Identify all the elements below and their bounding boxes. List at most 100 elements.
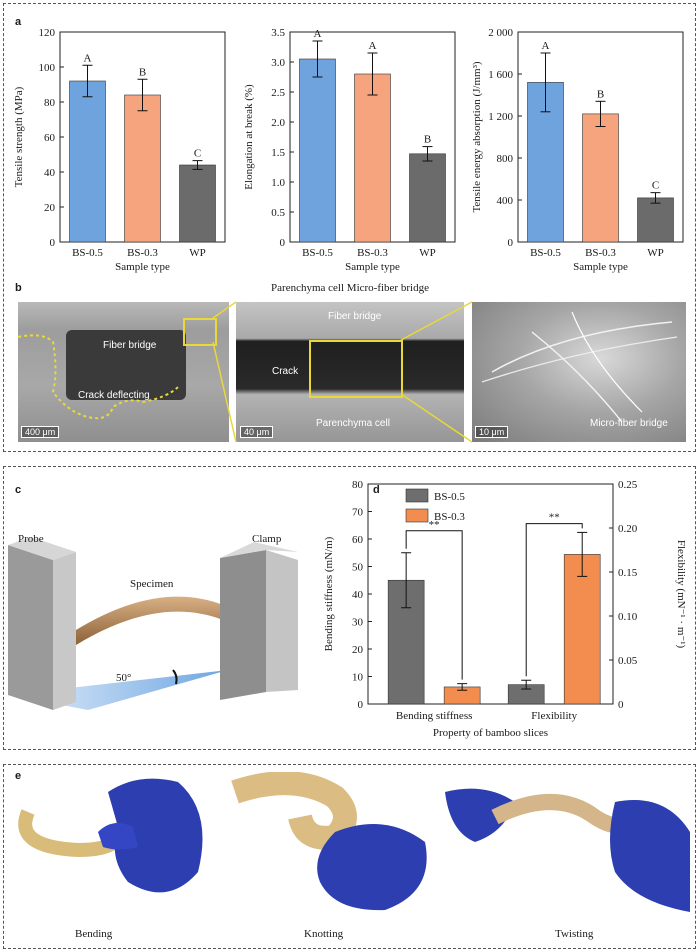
caption-twisting: Twisting bbox=[555, 928, 594, 940]
y-tick-label: 1.5 bbox=[271, 147, 285, 159]
bar-BS-0.3 bbox=[124, 94, 161, 243]
significance-letter: B bbox=[597, 88, 604, 100]
y-tick-label: 400 bbox=[497, 195, 514, 207]
x-tick-label: WP bbox=[419, 247, 436, 259]
y-tick-label: 1 600 bbox=[488, 69, 513, 81]
y-tick-label-left: 0 bbox=[358, 699, 364, 711]
significance-letter: A bbox=[314, 28, 322, 40]
x-tick-label: BS-0.5 bbox=[530, 247, 561, 259]
y-axis-label-left: Bending stiffness (mN/m) bbox=[323, 536, 335, 651]
x-tick-label: BS-0.5 bbox=[72, 247, 103, 259]
bar-WP bbox=[637, 197, 674, 243]
panel-cd-frame bbox=[3, 466, 696, 750]
significance-letter: A bbox=[542, 40, 550, 52]
y-tick-label: 800 bbox=[497, 153, 514, 165]
y-tick-label: 2.5 bbox=[271, 87, 285, 99]
label-fiber-bridge-1: Fiber bridge bbox=[103, 340, 157, 351]
legend-label: BS-0.5 bbox=[434, 491, 465, 503]
y-tick-label: 2.0 bbox=[271, 117, 285, 129]
x-tick-label: BS-0.3 bbox=[127, 247, 158, 259]
y-tick-label: 0 bbox=[508, 237, 514, 249]
y-tick-label-left: 10 bbox=[352, 672, 364, 684]
significance-letter: C bbox=[194, 148, 201, 160]
bar-WP bbox=[179, 164, 216, 243]
y-tick-label: 2 000 bbox=[488, 27, 513, 39]
caption-knotting: Knotting bbox=[304, 928, 344, 940]
bar-BS-0.5 bbox=[299, 58, 336, 243]
y-axis-label: Tensile strength (MPa) bbox=[13, 86, 25, 187]
scale-bar-3: 10 μm bbox=[475, 426, 509, 438]
y-axis-label-right: Flexibility (mN⁻¹ · m⁻¹) bbox=[675, 540, 687, 649]
zoom-box-2 bbox=[309, 340, 403, 398]
x-tick-label: Flexibility bbox=[531, 710, 577, 722]
y-axis-label: Elongation at break (%) bbox=[243, 84, 255, 190]
y-tick-label-right: 0.25 bbox=[618, 479, 638, 491]
y-tick-label: 0.5 bbox=[271, 207, 285, 219]
x-axis-label: Sample type bbox=[573, 261, 628, 273]
y-tick-label: 80 bbox=[44, 97, 56, 109]
x-axis-label: Property of bamboo slices bbox=[433, 727, 548, 739]
chart-tensile-strength: 0 20 40 60 80 100 120 A BS-0.5 B BS-0.3 C WP Sample t… bbox=[13, 27, 226, 273]
x-tick-label: Bending stiffness bbox=[396, 710, 473, 722]
legend-swatch bbox=[405, 488, 429, 503]
significance-bracket bbox=[405, 530, 463, 680]
x-tick-label: WP bbox=[189, 247, 206, 259]
y-tick-label-left: 20 bbox=[352, 644, 364, 656]
bar-BS-0.3 bbox=[354, 73, 391, 243]
clamp-block bbox=[220, 550, 266, 700]
label-angle: 50° bbox=[116, 672, 132, 684]
y-tick-label-right: 0.15 bbox=[618, 567, 638, 579]
crack-region bbox=[66, 330, 186, 400]
significance-letter: A bbox=[369, 40, 377, 52]
significance-bracket bbox=[525, 523, 583, 677]
significance-mark: ** bbox=[429, 519, 440, 531]
scale-bar-1: 400 μm bbox=[21, 426, 60, 438]
panel-b-title: Parenchyma cell Micro-fiber bridge bbox=[271, 282, 429, 294]
legend-label: BS-0.3 bbox=[434, 511, 465, 523]
label-probe: Probe bbox=[18, 533, 44, 545]
x-tick-label: BS-0.5 bbox=[302, 247, 333, 259]
micro-fiber-strands bbox=[481, 311, 678, 423]
y-tick-label-right: 0.10 bbox=[618, 611, 638, 623]
y-tick-label: 1 200 bbox=[488, 111, 513, 123]
legend-swatch bbox=[405, 508, 429, 523]
y-tick-label: 1.0 bbox=[271, 177, 285, 189]
y-tick-label: 100 bbox=[39, 62, 56, 74]
y-tick-label-left: 70 bbox=[352, 507, 364, 519]
chart-energy-absorption: 0 400 800 1 200 1 600 2 000 A BS-0.5 B BS-0.3 C WP S… bbox=[471, 27, 684, 273]
sem-image-micro-fiber: Micro-fiber bridge 10 μm bbox=[472, 302, 686, 442]
panel-ab-frame bbox=[3, 3, 696, 452]
y-tick-label-right: 0.20 bbox=[618, 523, 638, 535]
y-tick-label: 0 bbox=[50, 237, 56, 249]
bar-BS-0.3 bbox=[582, 113, 619, 243]
y-tick-label-right: 0.05 bbox=[618, 655, 638, 667]
y-tick-label-left: 60 bbox=[352, 534, 364, 546]
y-tick-label: 120 bbox=[39, 27, 56, 39]
sem-image-crack-deflecting: Fiber bridge Crack deflecting 400 μm bbox=[18, 302, 229, 442]
significance-letter: B bbox=[424, 134, 431, 146]
label-crack-deflecting: Crack deflecting bbox=[78, 390, 150, 401]
x-axis-label: Sample type bbox=[115, 261, 170, 273]
y-tick-label: 40 bbox=[44, 167, 56, 179]
panel-c-label: c bbox=[15, 484, 22, 496]
y-tick-label: 60 bbox=[44, 132, 56, 144]
x-tick-label: BS-0.3 bbox=[585, 247, 616, 259]
significance-letter: A bbox=[84, 52, 92, 64]
label-parenchyma-cell: Parenchyma cell bbox=[316, 418, 390, 429]
chart-stiffness-flexibility: 0 10 20 30 40 50 60 70 80 0 0.05 0.10 0.15 0.20 0.25 **… bbox=[323, 479, 687, 739]
zoom-box-1 bbox=[183, 318, 217, 346]
y-tick-label: 3.5 bbox=[271, 27, 285, 39]
significance-letter: C bbox=[652, 180, 659, 192]
photo-knotting bbox=[231, 772, 427, 911]
y-tick-label-left: 30 bbox=[352, 617, 364, 629]
caption-bending: Bending bbox=[75, 928, 113, 940]
y-tick-label-left: 40 bbox=[352, 589, 364, 601]
y-tick-label: 0 bbox=[280, 237, 286, 249]
panel-b-label: b bbox=[15, 282, 22, 294]
scale-bar-2: 40 μm bbox=[240, 426, 274, 438]
sem-image-crack: Fiber bridge Crack Parenchyma cell 40 μm bbox=[236, 302, 464, 442]
label-crack: Crack bbox=[272, 366, 299, 377]
significance-mark: ** bbox=[549, 512, 560, 524]
panel-e-label: e bbox=[15, 770, 22, 782]
